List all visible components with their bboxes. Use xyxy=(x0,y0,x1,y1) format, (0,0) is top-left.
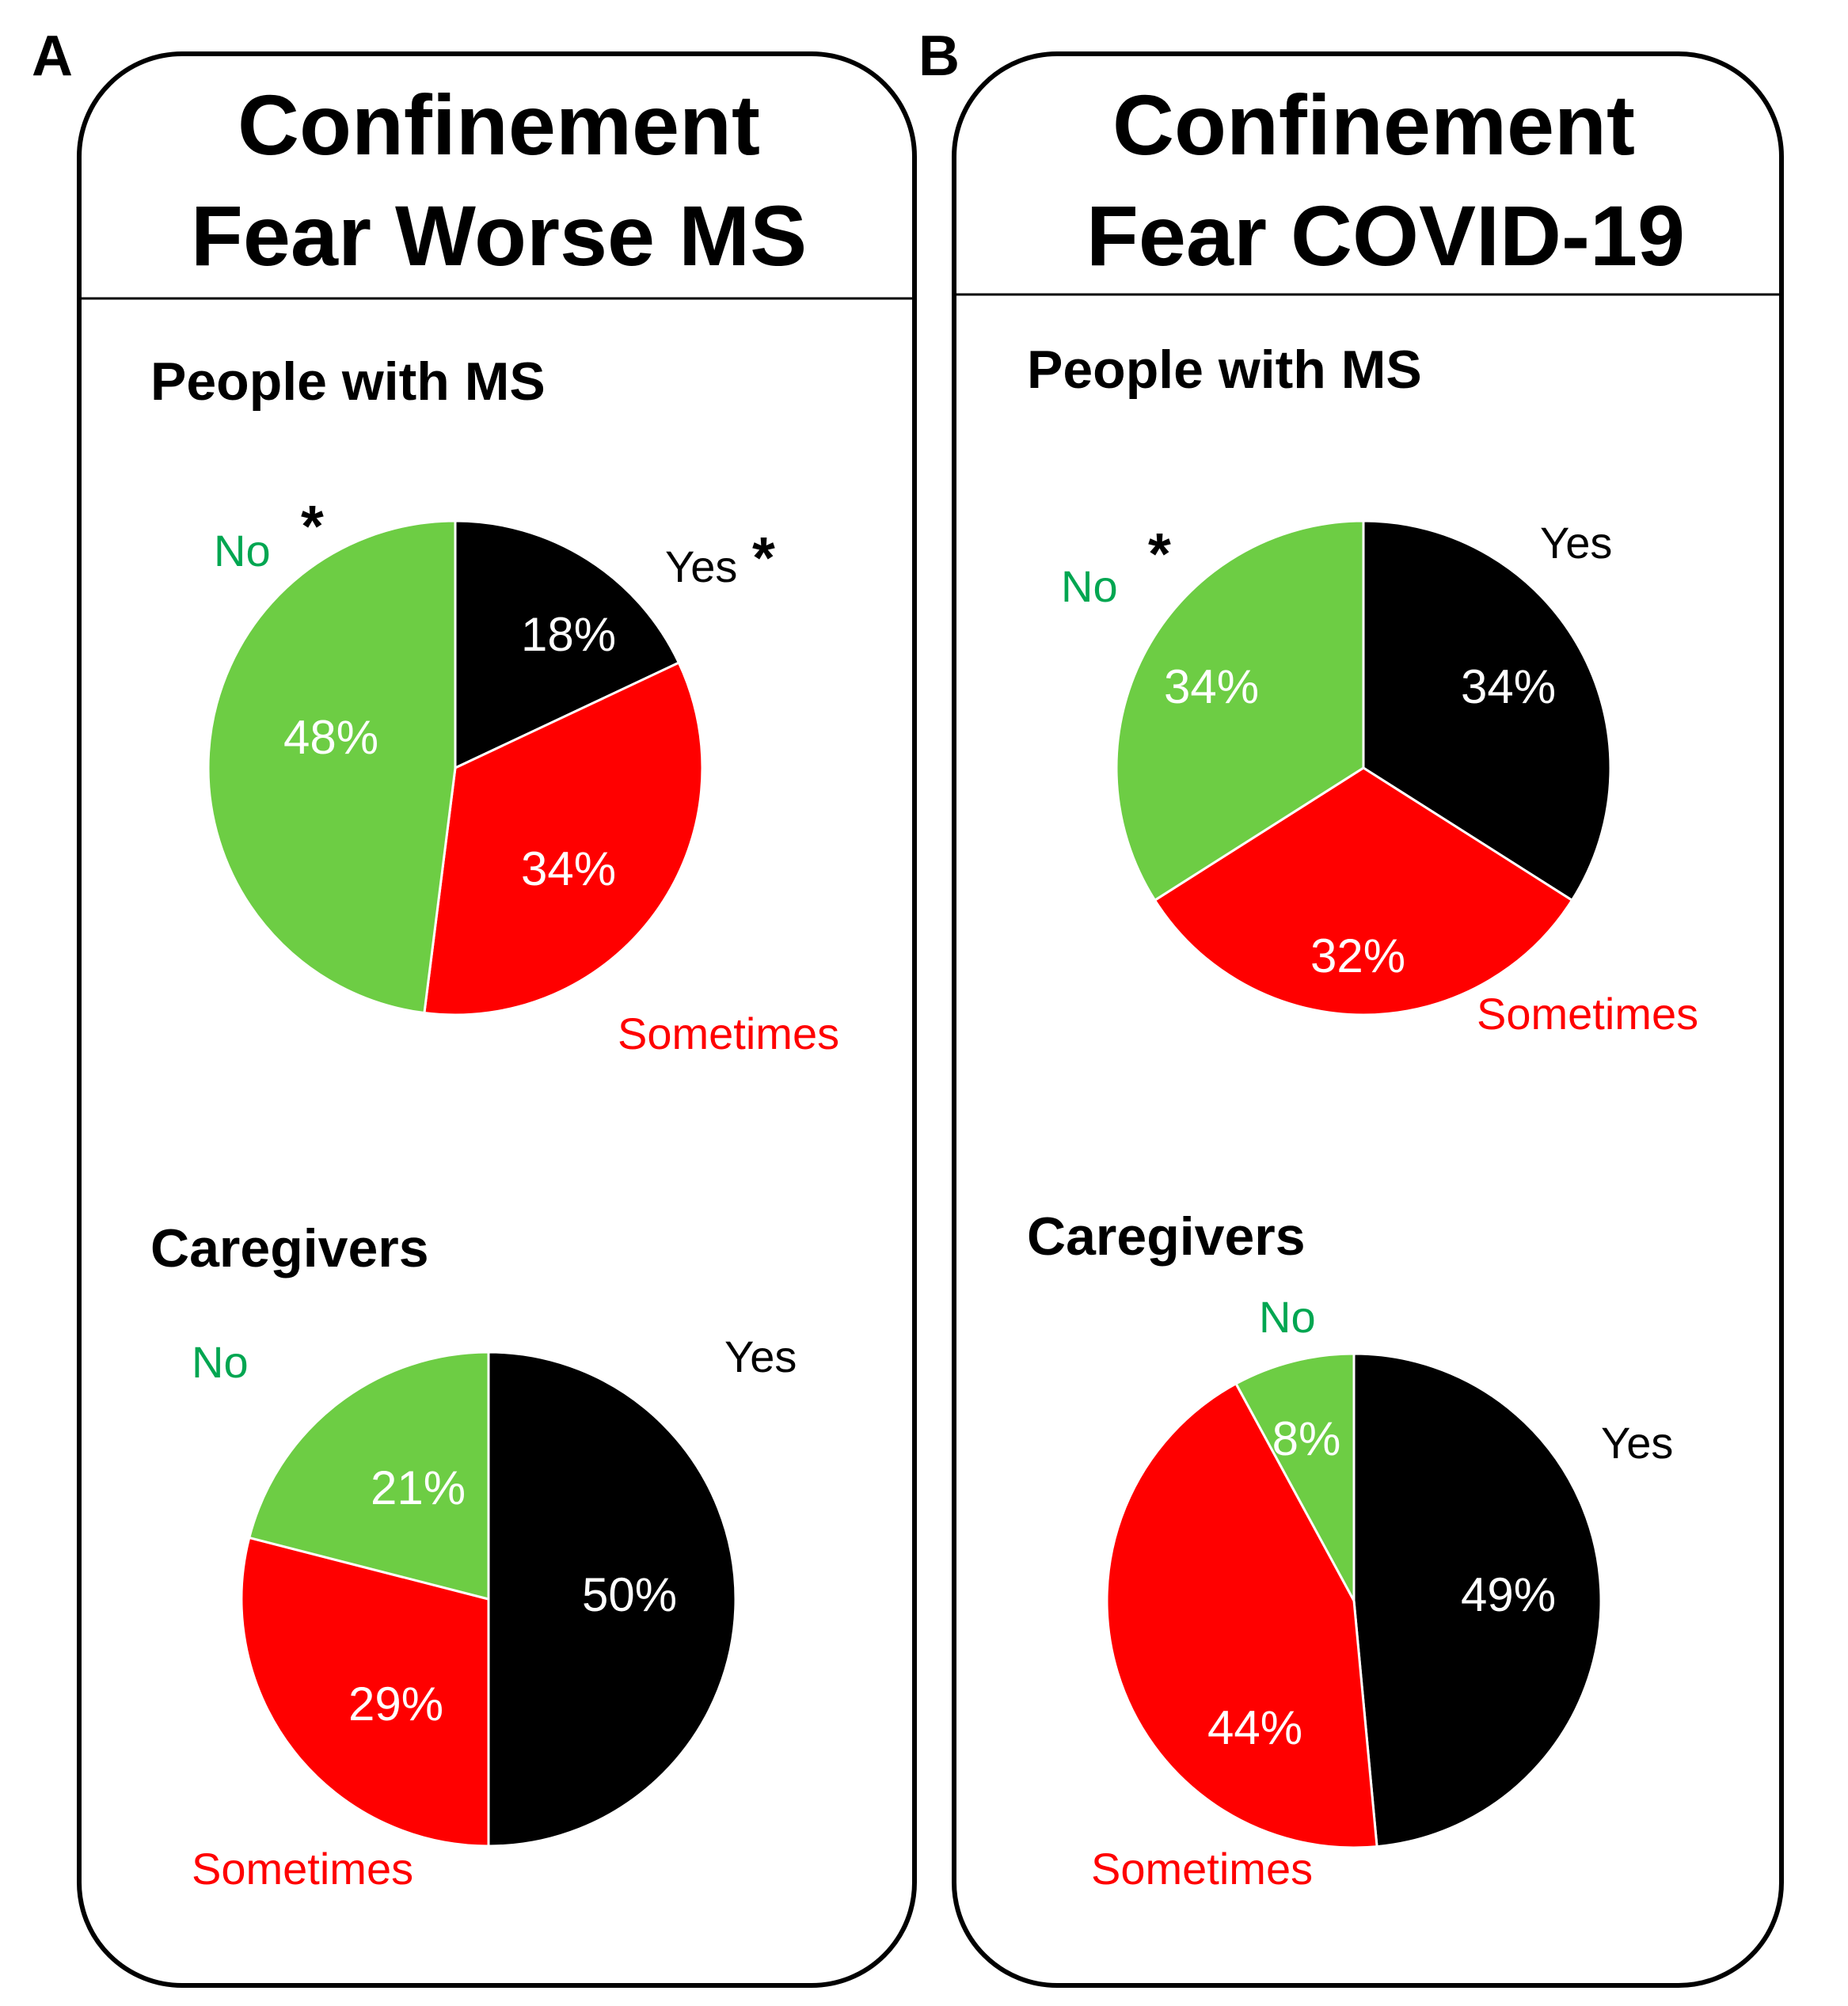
panel-a-pwms-sometimes-pct: 34% xyxy=(521,842,616,895)
panel-b-cg-no-pct: 8% xyxy=(1272,1412,1341,1465)
panel-a-title-line1: Confinement xyxy=(238,77,760,173)
panel-b-cg-title: Caregivers xyxy=(1027,1206,1306,1267)
panel-a: A Confinement Fear Worse MS People with … xyxy=(32,25,917,1988)
panel-b-pwms-title: People with MS xyxy=(1027,340,1422,400)
panel-a-pwms-pie xyxy=(207,519,704,1016)
panel-b-pwms-slice-sometimes xyxy=(1153,766,1574,1016)
panel-letter-b: B xyxy=(918,25,960,88)
panel-b-title-line1: Confinement xyxy=(1112,77,1635,173)
panel-a-cg-no-pct: 21% xyxy=(371,1461,466,1514)
panel-b-pwms-no-star: * xyxy=(1148,521,1171,587)
panel-a-pwms-slice-no xyxy=(207,519,457,1015)
panel-a-cg-pie xyxy=(240,1351,737,1848)
panel-b-cg-yes-pct: 49% xyxy=(1461,1568,1556,1621)
panel-a-cg-sometimes-pct: 29% xyxy=(348,1677,443,1731)
panel-a-pwms-slice-sometimes xyxy=(423,661,704,1016)
panel-a-pwms-yes-star: * xyxy=(752,525,775,591)
panel-b-pwms-no-pct: 34% xyxy=(1164,660,1259,713)
panel-b-frame xyxy=(952,51,1784,1988)
panel-b-pwms-sometimes-label: Sometimes xyxy=(1477,989,1698,1039)
panel-b-pwms-pie xyxy=(1115,519,1612,1016)
panel-b-pwms-yes-label: Yes xyxy=(1540,518,1612,568)
panel-b-cg-slice-sometimes xyxy=(1105,1381,1378,1849)
panel-b-pwms-slice-no xyxy=(1115,519,1365,902)
panel-b-pwms-sometimes-pct: 32% xyxy=(1310,929,1405,982)
panel-a-frame xyxy=(77,51,917,1988)
panel-a-cg-yes-label: Yes xyxy=(724,1332,797,1381)
panel-a-pwms-yes-label: Yes xyxy=(665,541,737,591)
panel-a-cg-slice-no xyxy=(247,1351,490,1601)
panel-a-pwms-no-label: No xyxy=(214,526,271,576)
panel-a-pwms-no-star: * xyxy=(301,493,324,559)
panel-a-cg-slice-sometimes xyxy=(240,1536,490,1848)
panel-b-pwms-yes-pct: 34% xyxy=(1461,660,1556,713)
panel-b-cg-slice-yes xyxy=(1352,1352,1603,1848)
panel-b-pwms-slice-yes xyxy=(1362,519,1612,902)
panel-a-cg-title: Caregivers xyxy=(150,1218,429,1278)
panel-b-cg-no-label: No xyxy=(1259,1292,1316,1342)
panel-b-title-line2: Fear COVID-19 xyxy=(1086,188,1685,283)
panel-a-pwms-sometimes-label: Sometimes xyxy=(618,1009,839,1058)
panel-b-cg-yes-label: Yes xyxy=(1601,1418,1673,1468)
panel-b-pwms-no-label: No xyxy=(1061,561,1118,611)
panel-a-cg-slice-yes xyxy=(487,1351,737,1848)
panel-a-cg-sometimes-label: Sometimes xyxy=(192,1844,413,1894)
panel-a-title-line2: Fear Worse MS xyxy=(191,188,807,283)
panel-a-pwms-slice-yes xyxy=(454,519,681,770)
panel-b-cg-pie xyxy=(1105,1352,1603,1849)
panel-b-cg-sometimes-label: Sometimes xyxy=(1091,1844,1313,1894)
panel-letter-a: A xyxy=(32,25,73,88)
panel-a-cg-no-label: No xyxy=(192,1337,249,1387)
panel-a-cg-yes-pct: 50% xyxy=(582,1568,677,1621)
panel-a-pwms-title: People with MS xyxy=(150,351,546,412)
panel-a-pwms-yes-pct: 18% xyxy=(521,608,616,661)
panel-b: B Confinement Fear COVID-19 People with … xyxy=(918,25,1784,1988)
panel-b-cg-slice-no xyxy=(1234,1352,1356,1601)
panel-a-pwms-no-pct: 48% xyxy=(283,711,378,764)
panel-b-cg-sometimes-pct: 44% xyxy=(1207,1701,1302,1754)
